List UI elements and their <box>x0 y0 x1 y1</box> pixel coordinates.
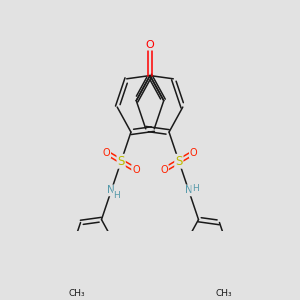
Text: O: O <box>132 165 140 175</box>
Text: S: S <box>175 155 183 168</box>
Text: H: H <box>113 191 120 200</box>
Text: CH₃: CH₃ <box>68 289 85 298</box>
Text: CH₃: CH₃ <box>215 289 232 298</box>
Text: H: H <box>192 184 199 193</box>
Text: O: O <box>190 148 197 158</box>
Text: O: O <box>160 165 168 175</box>
Text: O: O <box>103 148 110 158</box>
Text: N: N <box>107 185 115 195</box>
Text: S: S <box>117 155 125 168</box>
Text: N: N <box>185 185 193 195</box>
Text: O: O <box>146 40 154 50</box>
